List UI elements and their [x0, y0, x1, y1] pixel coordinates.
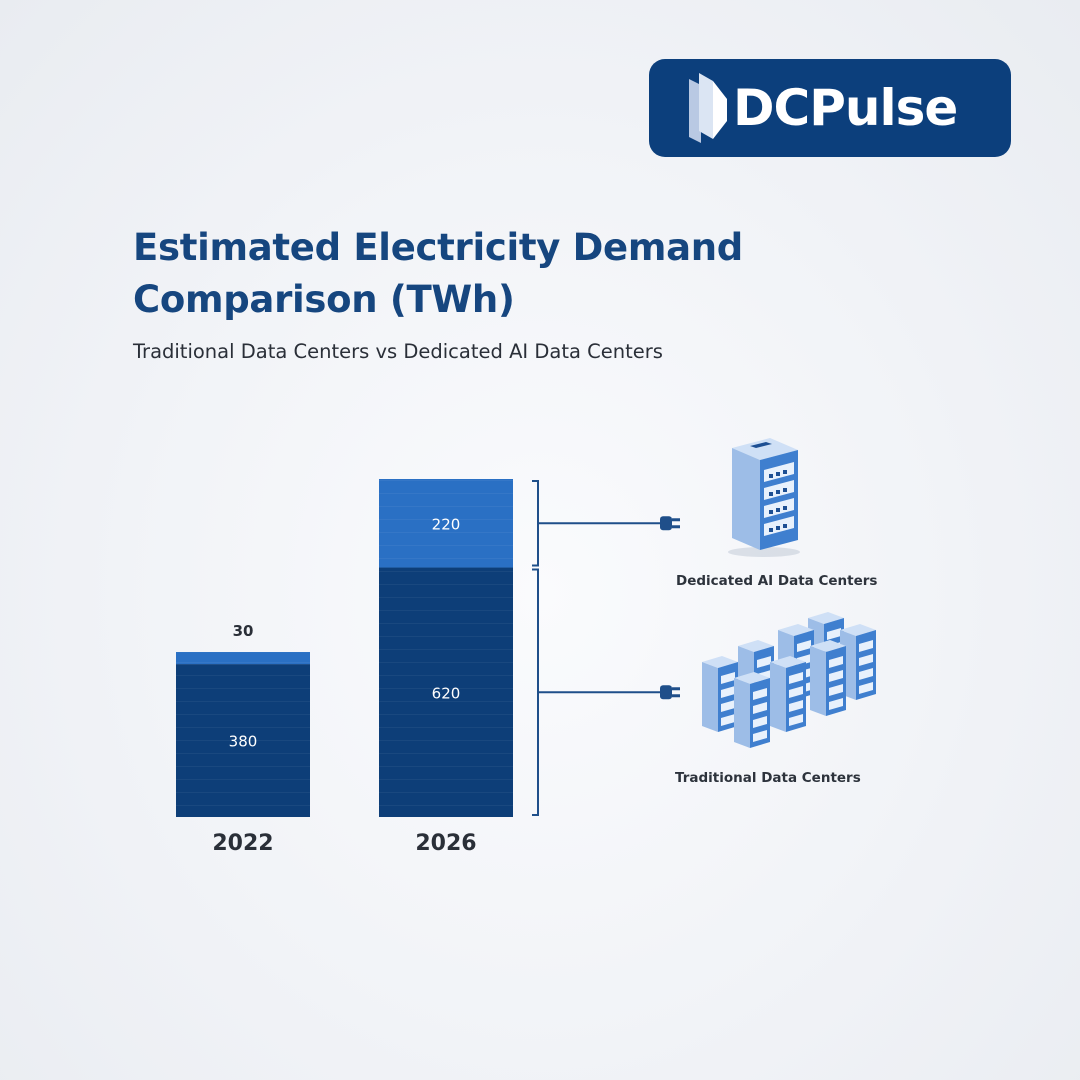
bar-texture-ai-2026 — [379, 479, 513, 568]
chart-subtitle: Traditional Data Centers vs Dedicated AI… — [133, 340, 663, 363]
value-label-traditional-2026: 620 — [432, 684, 461, 702]
x-tick-label-2026: 2026 — [415, 831, 476, 856]
traditional-server-cluster-icon — [702, 612, 876, 748]
bars-layer — [176, 479, 513, 817]
legend-traditional-data-centers: Traditional Data Centers — [675, 770, 861, 786]
value-label-traditional-2022: 380 — [229, 733, 258, 751]
plug-icon-traditional — [660, 685, 680, 700]
x-tick-label-2022: 2022 — [212, 831, 273, 856]
labels-layer: 380 30 2022 620 220 2026 — [212, 515, 476, 856]
value-label-ai-2026: 220 — [432, 515, 461, 533]
value-label-ai-2022: 30 — [233, 622, 254, 640]
dcpulse-logo-mark-icon — [689, 73, 727, 143]
dcpulse-logo-text: DCPulse — [733, 79, 958, 137]
bracket-ai — [532, 480, 539, 567]
plug-icon-ai — [660, 516, 680, 531]
dcpulse-logo: DCPulse — [649, 59, 1011, 157]
bar-texture-ai-2022 — [176, 652, 310, 665]
legend-ai-data-centers: Dedicated AI Data Centers — [676, 573, 878, 589]
bar-texture-traditional-2022 — [176, 664, 310, 817]
connectors-layer — [532, 480, 680, 816]
chart-title: Estimated Electricity Demand Comparison … — [133, 226, 743, 321]
bar-texture-traditional-2026 — [379, 567, 513, 817]
ai-server-rack-icon — [728, 438, 800, 557]
bracket-traditional — [532, 568, 539, 816]
